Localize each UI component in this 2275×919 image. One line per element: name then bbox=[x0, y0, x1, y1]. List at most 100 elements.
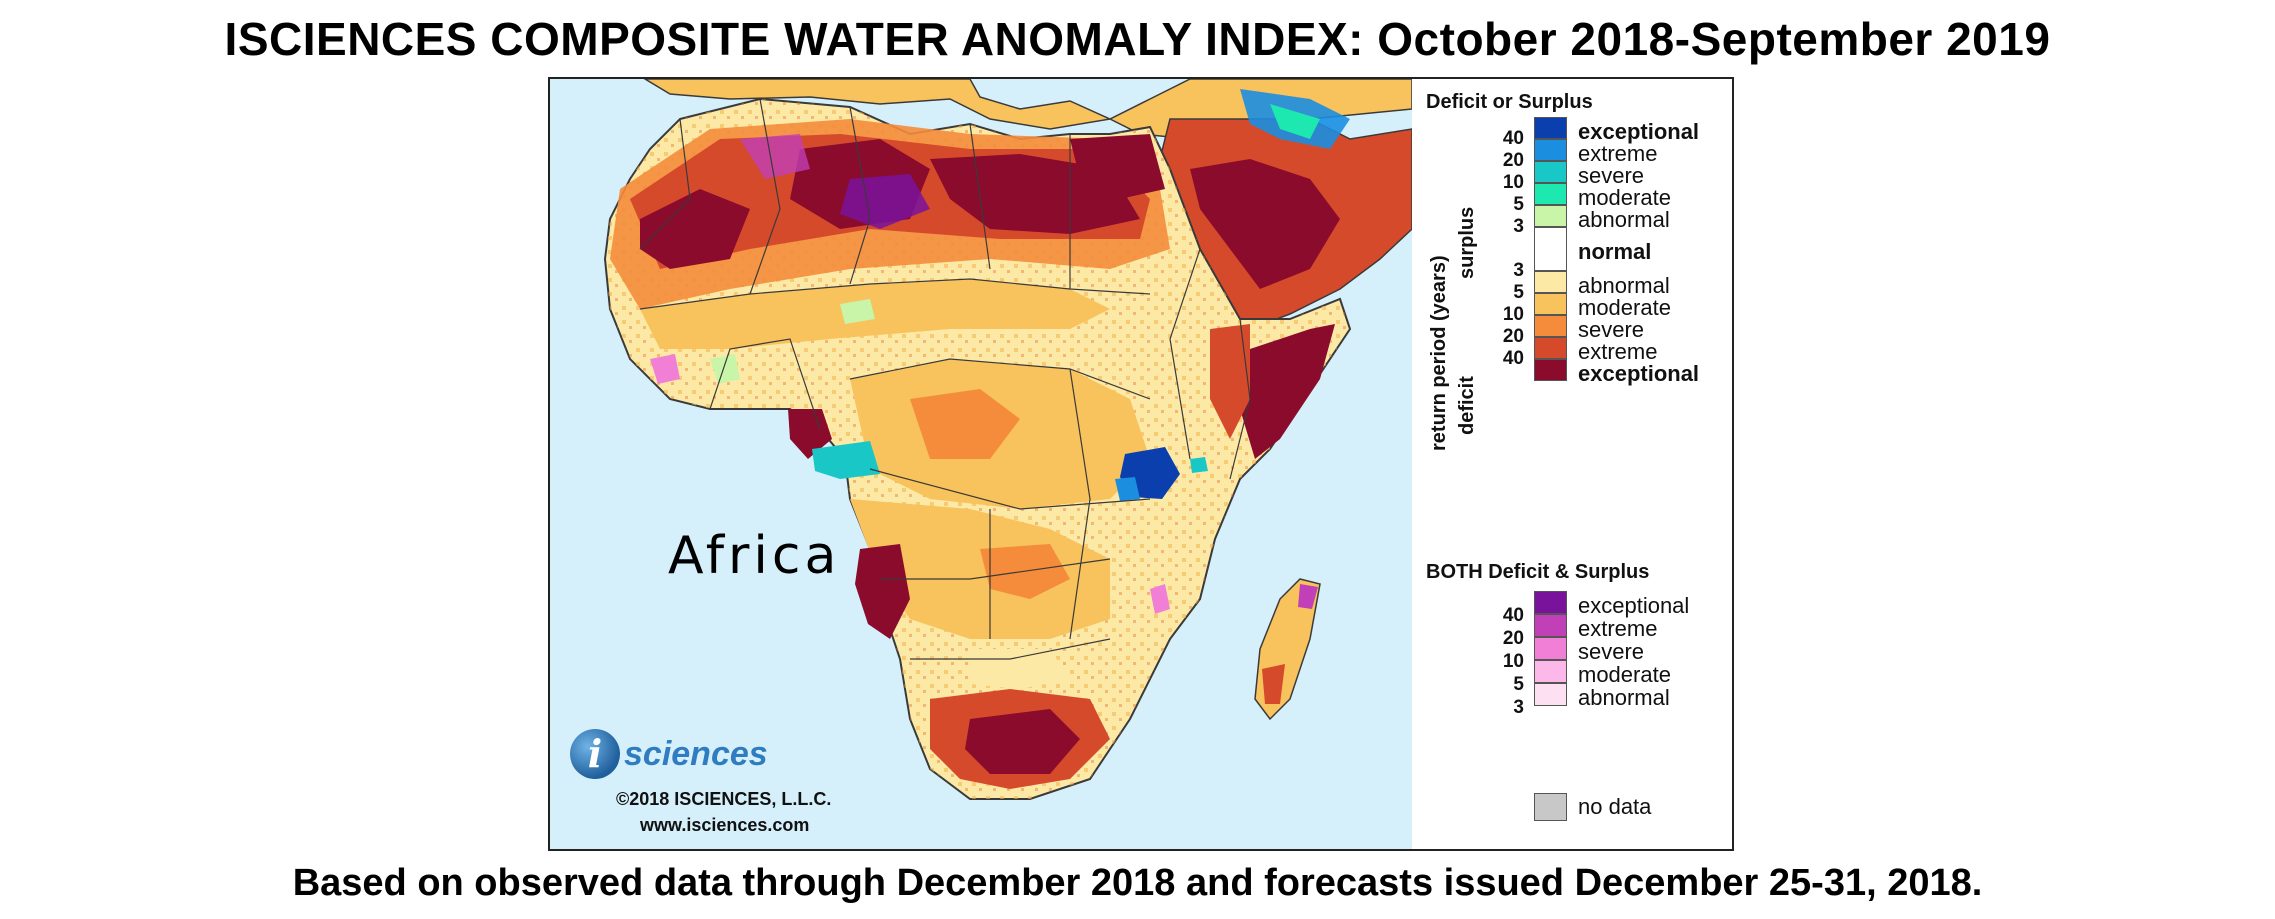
both-tick-3: 5 bbox=[1513, 674, 1524, 695]
egypt-deficit bbox=[1070, 134, 1165, 199]
both-tick-1: 20 bbox=[1502, 628, 1524, 649]
isciences-logo: i sciences ©2018 ISCIENCES, L.L.C. www.i… bbox=[570, 727, 870, 837]
border-line bbox=[880, 558, 1111, 580]
deficit-tick-3: 20 bbox=[1502, 326, 1524, 347]
surplus-swatch-1 bbox=[1534, 139, 1567, 161]
both-label-2: severe bbox=[1578, 639, 1645, 664]
surplus-label-3: moderate bbox=[1578, 185, 1671, 210]
sahel-surplus bbox=[840, 299, 875, 324]
congo-severe-surplus bbox=[812, 441, 880, 479]
both-label-0: exceptional bbox=[1578, 593, 1690, 618]
surplus-label-2: severe bbox=[1578, 163, 1645, 188]
deficit-label-1: moderate bbox=[1578, 295, 1671, 320]
border-line bbox=[849, 106, 871, 285]
west-africa-surplus bbox=[710, 354, 740, 384]
east-africa-surplus bbox=[1190, 457, 1208, 473]
surplus-tick-0: 40 bbox=[1502, 128, 1524, 149]
levant-moderate-surplus bbox=[1270, 104, 1320, 139]
surplus-swatch-0 bbox=[1534, 117, 1567, 139]
deficit-label-2: severe bbox=[1578, 317, 1645, 342]
deficit-tick-4: 40 bbox=[1502, 348, 1524, 369]
deficit-swatch-2 bbox=[1534, 315, 1567, 337]
deficit-swatch-4 bbox=[1534, 359, 1567, 381]
both-swatch-0 bbox=[1534, 591, 1567, 614]
africa-map bbox=[550, 79, 1412, 849]
deficit-tick-1: 5 bbox=[1513, 282, 1524, 303]
malawi-mixed bbox=[1150, 584, 1170, 614]
arabia-exceptional-deficit bbox=[1190, 159, 1340, 289]
border-line bbox=[639, 118, 691, 250]
horn-extreme-deficit bbox=[1210, 324, 1250, 439]
surplus-axis-label: surplus bbox=[1456, 206, 1478, 279]
horn-exceptional-deficit bbox=[1240, 324, 1335, 459]
gabon-exceptional-deficit bbox=[788, 409, 832, 459]
border-line bbox=[849, 358, 1151, 400]
sahel-moderate-deficit bbox=[640, 279, 1110, 349]
border-line bbox=[709, 338, 821, 430]
logo-i-icon: i bbox=[570, 729, 620, 779]
map-frame: Africa i sciences ©2018 ISCIENCES, L.L.C… bbox=[548, 77, 1734, 851]
border-line bbox=[749, 98, 781, 295]
border-line bbox=[639, 278, 1151, 310]
sahara-mixed-extreme bbox=[740, 134, 810, 179]
both-tick-0: 40 bbox=[1502, 605, 1524, 626]
both-swatch-2 bbox=[1534, 637, 1567, 660]
angola-moderate-deficit bbox=[850, 499, 1110, 639]
deficit-label-0: abnormal bbox=[1578, 273, 1670, 298]
surplus-tick-3: 5 bbox=[1513, 194, 1524, 215]
surplus-swatch-4 bbox=[1534, 205, 1567, 227]
both-swatch-4 bbox=[1534, 683, 1567, 706]
deficit-swatch-1 bbox=[1534, 293, 1567, 315]
border-line bbox=[1229, 318, 1251, 480]
both-heading: BOTH Deficit & Surplus bbox=[1426, 561, 1650, 583]
border-line bbox=[869, 468, 1151, 510]
surplus-label-0: exceptional bbox=[1578, 119, 1700, 144]
border-line bbox=[910, 638, 1111, 660]
deficit-tick-2: 10 bbox=[1502, 304, 1524, 325]
deficit-swatch-0 bbox=[1534, 271, 1567, 293]
sahara-exceptional-deficit-west bbox=[640, 189, 750, 269]
copyright-text: ©2018 ISCIENCES, L.L.C. bbox=[616, 789, 832, 809]
website-text: www.isciences.com bbox=[640, 815, 810, 835]
surplus-swatch-3 bbox=[1534, 183, 1567, 205]
both-tick-4: 3 bbox=[1513, 697, 1524, 718]
map-title: ISCIENCES COMPOSITE WATER ANOMALY INDEX:… bbox=[224, 13, 2051, 65]
surplus-label-1: extreme bbox=[1578, 141, 1658, 166]
border-line bbox=[1169, 248, 1201, 460]
madagascar-deficit bbox=[1262, 664, 1285, 704]
both-label-3: moderate bbox=[1578, 662, 1671, 687]
deficit-label-4: exceptional bbox=[1578, 361, 1700, 386]
region-label: Africa bbox=[668, 526, 841, 586]
deficit-surplus-heading: Deficit or Surplus bbox=[1426, 91, 1593, 113]
surplus-tick-1: 20 bbox=[1502, 150, 1524, 171]
surplus-tick-4: 3 bbox=[1513, 216, 1524, 237]
normal-swatch bbox=[1534, 227, 1567, 271]
lake-victoria-extreme-surplus bbox=[1115, 477, 1140, 501]
map-subtitle: Based on observed data through December … bbox=[292, 862, 1983, 904]
both-tick-2: 10 bbox=[1502, 651, 1524, 672]
legend: Deficit or Surplus return period (years)… bbox=[1412, 79, 1732, 849]
logo-wordmark: sciences bbox=[624, 734, 768, 773]
angola-coast-exceptional-deficit bbox=[855, 544, 910, 639]
west-africa-mixed bbox=[650, 354, 680, 384]
deficit-label-3: extreme bbox=[1578, 339, 1658, 364]
both-swatch-1 bbox=[1534, 614, 1567, 637]
logo-row: i sciences bbox=[570, 727, 768, 781]
border-line bbox=[1069, 368, 1091, 640]
surplus-swatch-2 bbox=[1534, 161, 1567, 183]
madagascar-mixed bbox=[1298, 584, 1318, 609]
normal-label: normal bbox=[1578, 239, 1652, 264]
return-period-axis-label: return period (years) bbox=[1428, 255, 1450, 451]
both-swatch-3 bbox=[1534, 660, 1567, 683]
border-line bbox=[969, 123, 991, 270]
no-data-swatch bbox=[1534, 793, 1567, 821]
both-label-4: abnormal bbox=[1578, 685, 1670, 710]
deficit-tick-0: 3 bbox=[1513, 260, 1524, 281]
central-severe-deficit bbox=[910, 389, 1020, 459]
surplus-tick-2: 10 bbox=[1502, 172, 1524, 193]
surplus-label-4: abnormal bbox=[1578, 207, 1670, 232]
deficit-swatch-3 bbox=[1534, 337, 1567, 359]
both-label-1: extreme bbox=[1578, 616, 1658, 641]
country-borders bbox=[639, 98, 1251, 660]
